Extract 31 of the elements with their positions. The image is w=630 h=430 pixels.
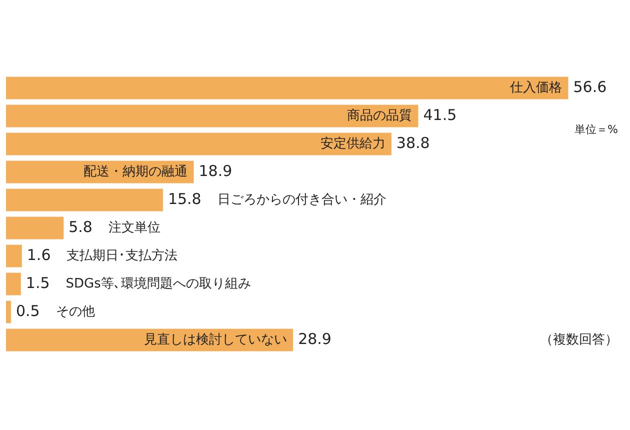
y-tick-label: 安定供給力: [320, 135, 386, 152]
bar: [6, 104, 418, 128]
bar: [6, 216, 64, 240]
annotation: （複数回答）: [540, 332, 618, 348]
bar: [6, 300, 11, 324]
y-tick-label: 見直しは検討していない: [144, 332, 288, 348]
y-tick-label: 配送・納期の融通: [84, 164, 188, 180]
y-tick-label: 日ごろからの付き合い・紹介: [217, 192, 386, 208]
data-label: 15.8: [168, 190, 202, 208]
y-tick-label: その他: [56, 304, 95, 320]
bar: [6, 244, 22, 268]
bar: [6, 272, 21, 296]
data-label: 1.5: [26, 274, 50, 292]
text: 単位＝%: [574, 122, 618, 136]
data-label: 1.6: [26, 246, 51, 264]
data-label: 38.8: [396, 134, 430, 152]
y-tick-label: 仕入価格: [509, 80, 562, 96]
data-label: 18.9: [198, 162, 232, 180]
bar: [6, 76, 568, 100]
data-label: 56.6: [573, 78, 607, 96]
y-tick-label: SDGs等､環境問題への取り組み: [66, 275, 251, 292]
data-label: 0.5: [16, 302, 40, 320]
bar: [6, 132, 392, 156]
data-label: 28.9: [298, 330, 332, 348]
y-tick-label: 注文単位: [108, 220, 160, 236]
bar: [6, 328, 294, 352]
y-tick-label: 支払期日･支払方法: [66, 247, 178, 264]
data-label: 5.8: [68, 218, 92, 236]
bar: [6, 188, 163, 212]
y-tick-label: 商品の品質: [347, 108, 412, 124]
data-label: 41.5: [423, 106, 457, 124]
